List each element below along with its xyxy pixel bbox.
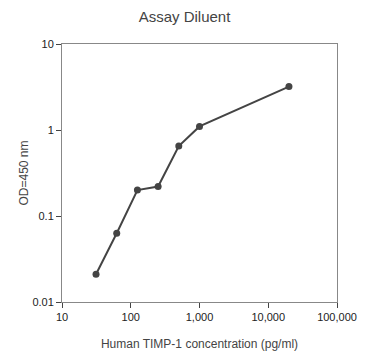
svg-text:100,000: 100,000 [317, 311, 357, 323]
svg-text:100: 100 [122, 311, 140, 323]
svg-text:Assay Diluent: Assay Diluent [139, 8, 232, 25]
svg-text:1,000: 1,000 [186, 311, 214, 323]
svg-text:0.1: 0.1 [39, 210, 54, 222]
svg-text:OD=450 nm: OD=450 nm [17, 140, 31, 205]
svg-text:10: 10 [42, 38, 54, 50]
svg-text:10: 10 [56, 311, 68, 323]
svg-text:10,000: 10,000 [251, 311, 285, 323]
svg-text:1: 1 [48, 124, 54, 136]
svg-text:Human TIMP-1 concentration (pg: Human TIMP-1 concentration (pg/ml) [101, 337, 298, 351]
svg-text:0.01: 0.01 [32, 296, 53, 308]
